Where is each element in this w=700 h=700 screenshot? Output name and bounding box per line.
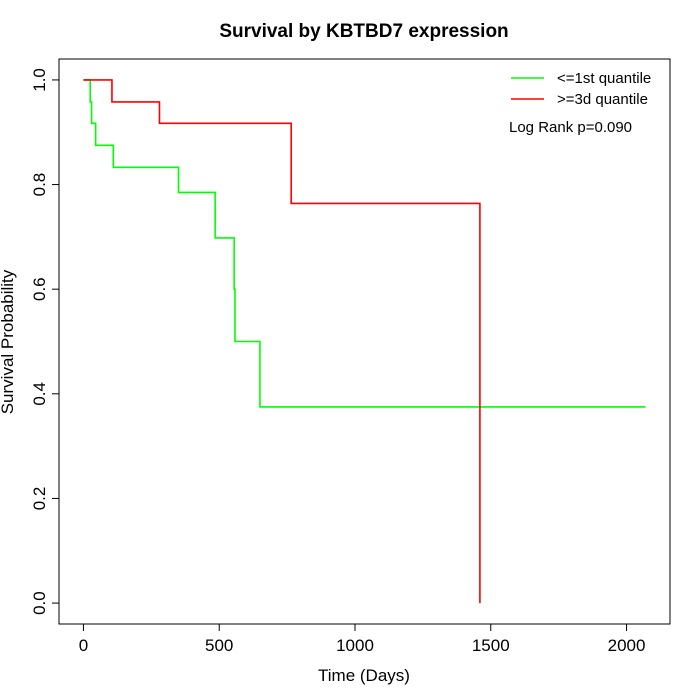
- y-tick-label: 0.4: [30, 382, 49, 406]
- x-tick-label: 1000: [336, 636, 374, 655]
- legend: <=1st quantile >=3d quantile: [511, 70, 651, 108]
- legend-label: <=1st quantile: [557, 70, 651, 87]
- x-tick-label: 1500: [472, 636, 510, 655]
- y-tick-label: 0.6: [30, 277, 49, 301]
- series-layer: [83, 79, 646, 604]
- chart-title: Survival by KBTBD7 expression: [219, 21, 508, 42]
- y-tick-label: 0.2: [30, 487, 49, 511]
- log-rank-annotation: Log Rank p=0.090: [509, 119, 632, 136]
- series-line-0: [83, 79, 646, 408]
- y-tick-label: 1.0: [30, 68, 49, 92]
- series-line-1: [83, 79, 481, 604]
- x-tick-label: 2000: [608, 636, 646, 655]
- x-tick-label: 500: [205, 636, 233, 655]
- plot-frame: [58, 58, 671, 625]
- y-tick-label: 0.8: [30, 173, 49, 197]
- legend-label: >=3d quantile: [557, 91, 648, 108]
- y-axis: 0.0 0.2 0.4 0.6 0.8 1.0: [30, 68, 60, 615]
- x-axis: 0 500 1000 1500 2000: [79, 623, 646, 655]
- x-tick-label: 0: [79, 636, 88, 655]
- y-axis-label: Survival Probability: [0, 269, 17, 414]
- x-axis-label: Time (Days): [318, 666, 410, 685]
- y-tick-label: 0.0: [30, 591, 49, 615]
